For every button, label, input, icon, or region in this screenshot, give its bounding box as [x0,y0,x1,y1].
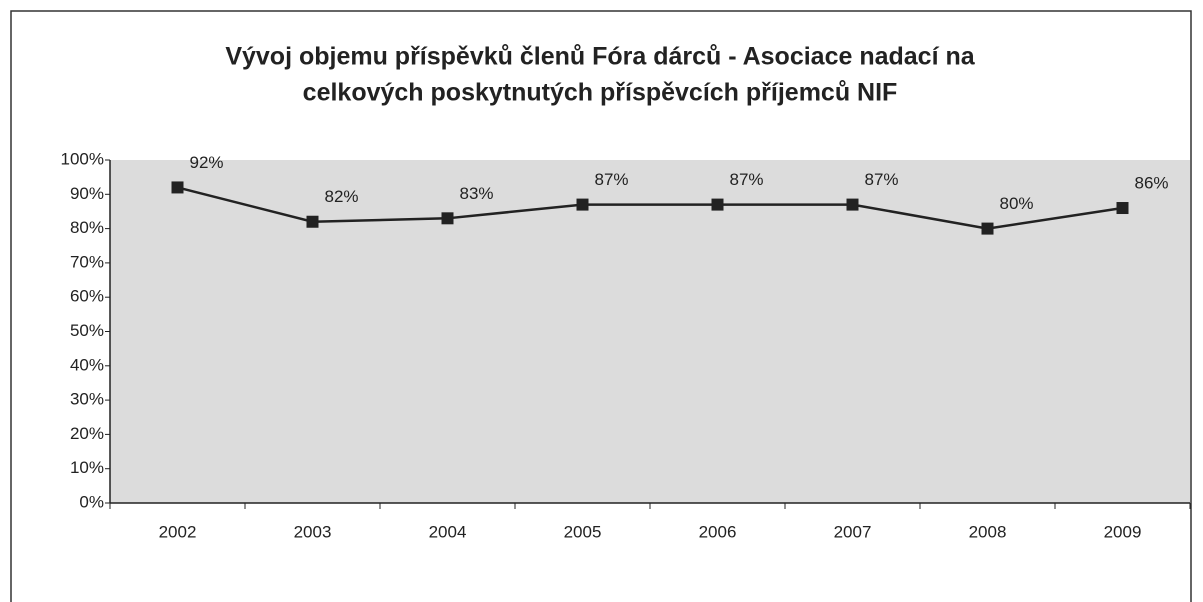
chart-title: celkových poskytnutých příspěvcích příje… [303,79,898,107]
point-marker [441,212,454,225]
chart-title: Vývoj objemu příspěvků členů Fóra dárců … [225,43,975,71]
x-tick-label: 2002 [159,522,197,541]
y-tick-label: 80% [70,218,104,237]
data-label: 80% [1000,194,1034,213]
point-marker [846,198,859,211]
point-marker [306,215,319,228]
x-tick-label: 2008 [969,522,1007,541]
data-label: 87% [730,170,764,189]
point-marker [711,198,724,211]
y-tick-label: 100% [61,149,104,168]
x-tick-label: 2007 [834,522,872,541]
y-tick-label: 50% [70,321,104,340]
data-label: 87% [595,170,629,189]
x-tick-label: 2006 [699,522,737,541]
y-tick-label: 40% [70,355,104,374]
x-tick-label: 2005 [564,522,602,541]
x-tick-label: 2004 [429,522,467,541]
data-label: 83% [460,184,494,203]
y-tick-label: 30% [70,390,104,409]
point-marker [576,198,589,211]
data-label: 92% [190,153,224,172]
x-tick-label: 2009 [1104,522,1142,541]
y-tick-label: 10% [70,458,104,477]
y-tick-label: 60% [70,287,104,306]
point-marker [981,222,994,235]
point-marker [171,181,184,194]
point-marker [1116,202,1129,215]
series-line [177,186,1123,230]
data-label: 82% [325,187,359,206]
y-tick-label: 20% [70,424,104,443]
data-label: 87% [865,170,899,189]
y-tick-label: 0% [79,492,104,511]
data-label: 86% [1135,174,1169,193]
y-tick-label: 90% [70,184,104,203]
chart-border [10,10,1192,602]
x-tick-label: 2003 [294,522,332,541]
y-tick-label: 70% [70,252,104,271]
